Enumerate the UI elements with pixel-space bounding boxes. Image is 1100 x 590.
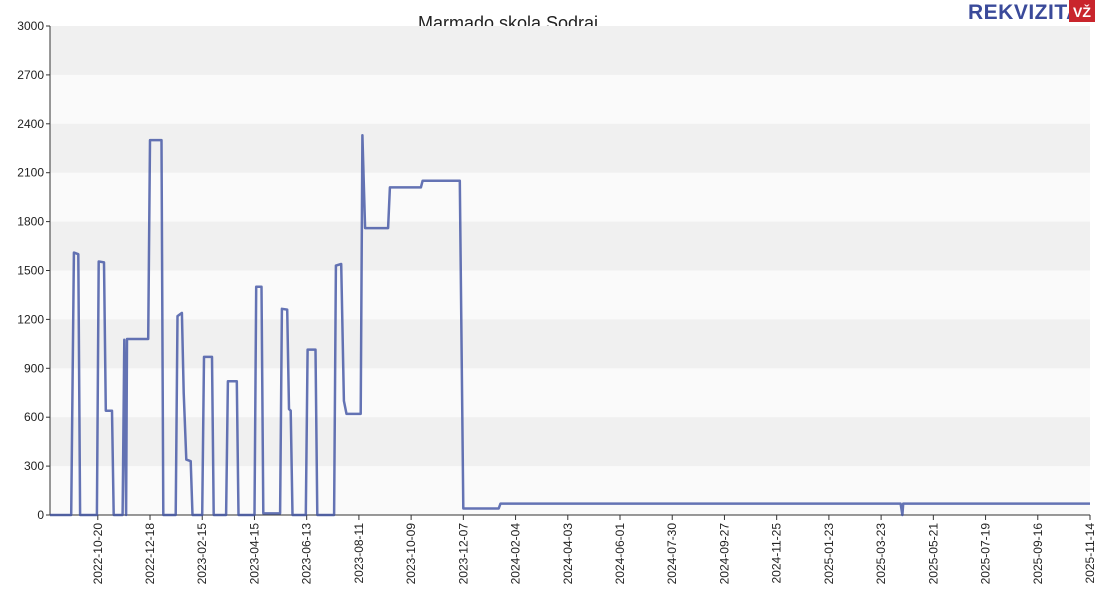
y-tick-label: 2100 <box>17 166 44 180</box>
x-tick-label: 2025-05-21 <box>926 523 940 585</box>
grid-band <box>50 26 1090 75</box>
x-tick-label: 2023-04-15 <box>247 523 261 585</box>
plot-area <box>50 26 1090 515</box>
grid-band <box>50 319 1090 369</box>
x-tick-label: 2024-06-01 <box>613 523 627 585</box>
x-tick-label: 2022-12-18 <box>143 523 157 585</box>
x-tick-label: 2023-06-13 <box>300 523 314 585</box>
grid-band <box>50 221 1090 271</box>
grid-band <box>50 417 1090 467</box>
logo-badge: VŽ <box>1073 3 1091 20</box>
data-line <box>50 133 1090 517</box>
y-tick-label: 0 <box>37 508 44 522</box>
logo-text: REKVIZITAI <box>968 1 1088 24</box>
x-tick-label: 2025-11-14 <box>1083 523 1097 584</box>
x-tick-label: 2023-10-09 <box>404 523 418 585</box>
y-tick-label: 1500 <box>17 264 44 278</box>
x-tick-label: 2025-03-23 <box>874 523 888 585</box>
x-tick-label: 2025-07-19 <box>979 523 993 585</box>
x-tick-label: 2023-08-11 <box>352 523 366 584</box>
x-tick-label: 2022-10-20 <box>91 523 105 585</box>
logo-badge-bg <box>1069 0 1095 22</box>
x-tick-label: 2023-12-07 <box>456 523 470 585</box>
y-tick-label: 2700 <box>17 68 44 82</box>
x-tick-label: 2024-07-30 <box>665 523 679 585</box>
y-tick-label: 3000 <box>17 19 44 33</box>
x-tick-label: 2025-09-16 <box>1031 523 1045 585</box>
y-tick-label: 600 <box>24 410 44 424</box>
y-tick-label: 900 <box>24 361 44 375</box>
x-tick-label: 2024-02-04 <box>509 523 523 585</box>
x-tick-label: 2024-11-25 <box>770 523 784 584</box>
x-tick-label: 2023-02-15 <box>195 523 209 585</box>
x-tick-label: 2024-09-27 <box>717 523 731 585</box>
x-tick-label: 2024-04-03 <box>561 523 575 585</box>
y-tick-label: 1800 <box>17 215 44 229</box>
y-tick-label: 300 <box>24 459 44 473</box>
y-tick-label: 2400 <box>17 117 44 131</box>
grid-band <box>50 123 1090 173</box>
logo: REKVIZITAI VŽ <box>968 0 1095 24</box>
y-tick-label: 1200 <box>17 312 44 326</box>
x-tick-label: 2025-01-23 <box>822 523 836 585</box>
